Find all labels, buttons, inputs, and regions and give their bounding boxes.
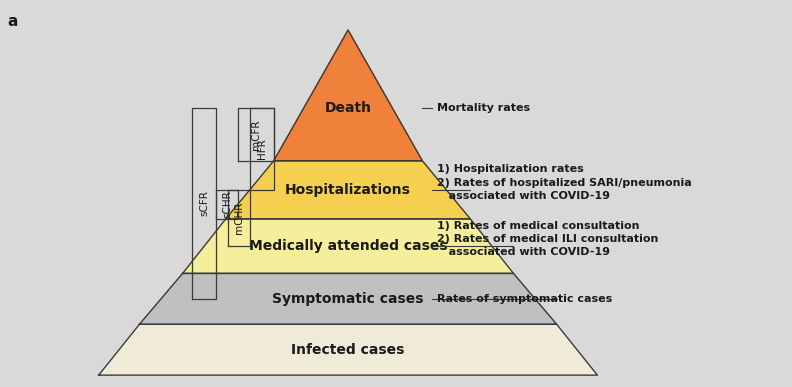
Text: Symptomatic cases: Symptomatic cases xyxy=(272,292,424,306)
Polygon shape xyxy=(183,219,513,274)
Text: Medically attended cases: Medically attended cases xyxy=(249,239,447,253)
Text: mCHR: mCHR xyxy=(234,202,244,234)
Text: sCHR: sCHR xyxy=(222,190,232,218)
Polygon shape xyxy=(99,324,597,375)
Polygon shape xyxy=(139,274,557,324)
Text: Hospitalizations: Hospitalizations xyxy=(285,183,411,197)
Text: Rates of symptomatic cases: Rates of symptomatic cases xyxy=(436,294,612,304)
Text: 1) Rates of medical consultation
2) Rates of medical ILI consultation
   associa: 1) Rates of medical consultation 2) Rate… xyxy=(436,221,658,257)
Text: a: a xyxy=(8,14,18,29)
Text: HFR: HFR xyxy=(257,139,267,159)
Text: Mortality rates: Mortality rates xyxy=(436,103,530,113)
Text: mCFR: mCFR xyxy=(251,119,261,150)
Polygon shape xyxy=(226,161,470,219)
Text: Death: Death xyxy=(325,101,371,115)
Text: sCFR: sCFR xyxy=(199,190,209,216)
Polygon shape xyxy=(274,30,422,161)
Text: Infected cases: Infected cases xyxy=(291,343,405,357)
Text: 1) Hospitalization rates
2) Rates of hospitalized SARI/pneumonia
   associated w: 1) Hospitalization rates 2) Rates of hos… xyxy=(436,164,691,201)
